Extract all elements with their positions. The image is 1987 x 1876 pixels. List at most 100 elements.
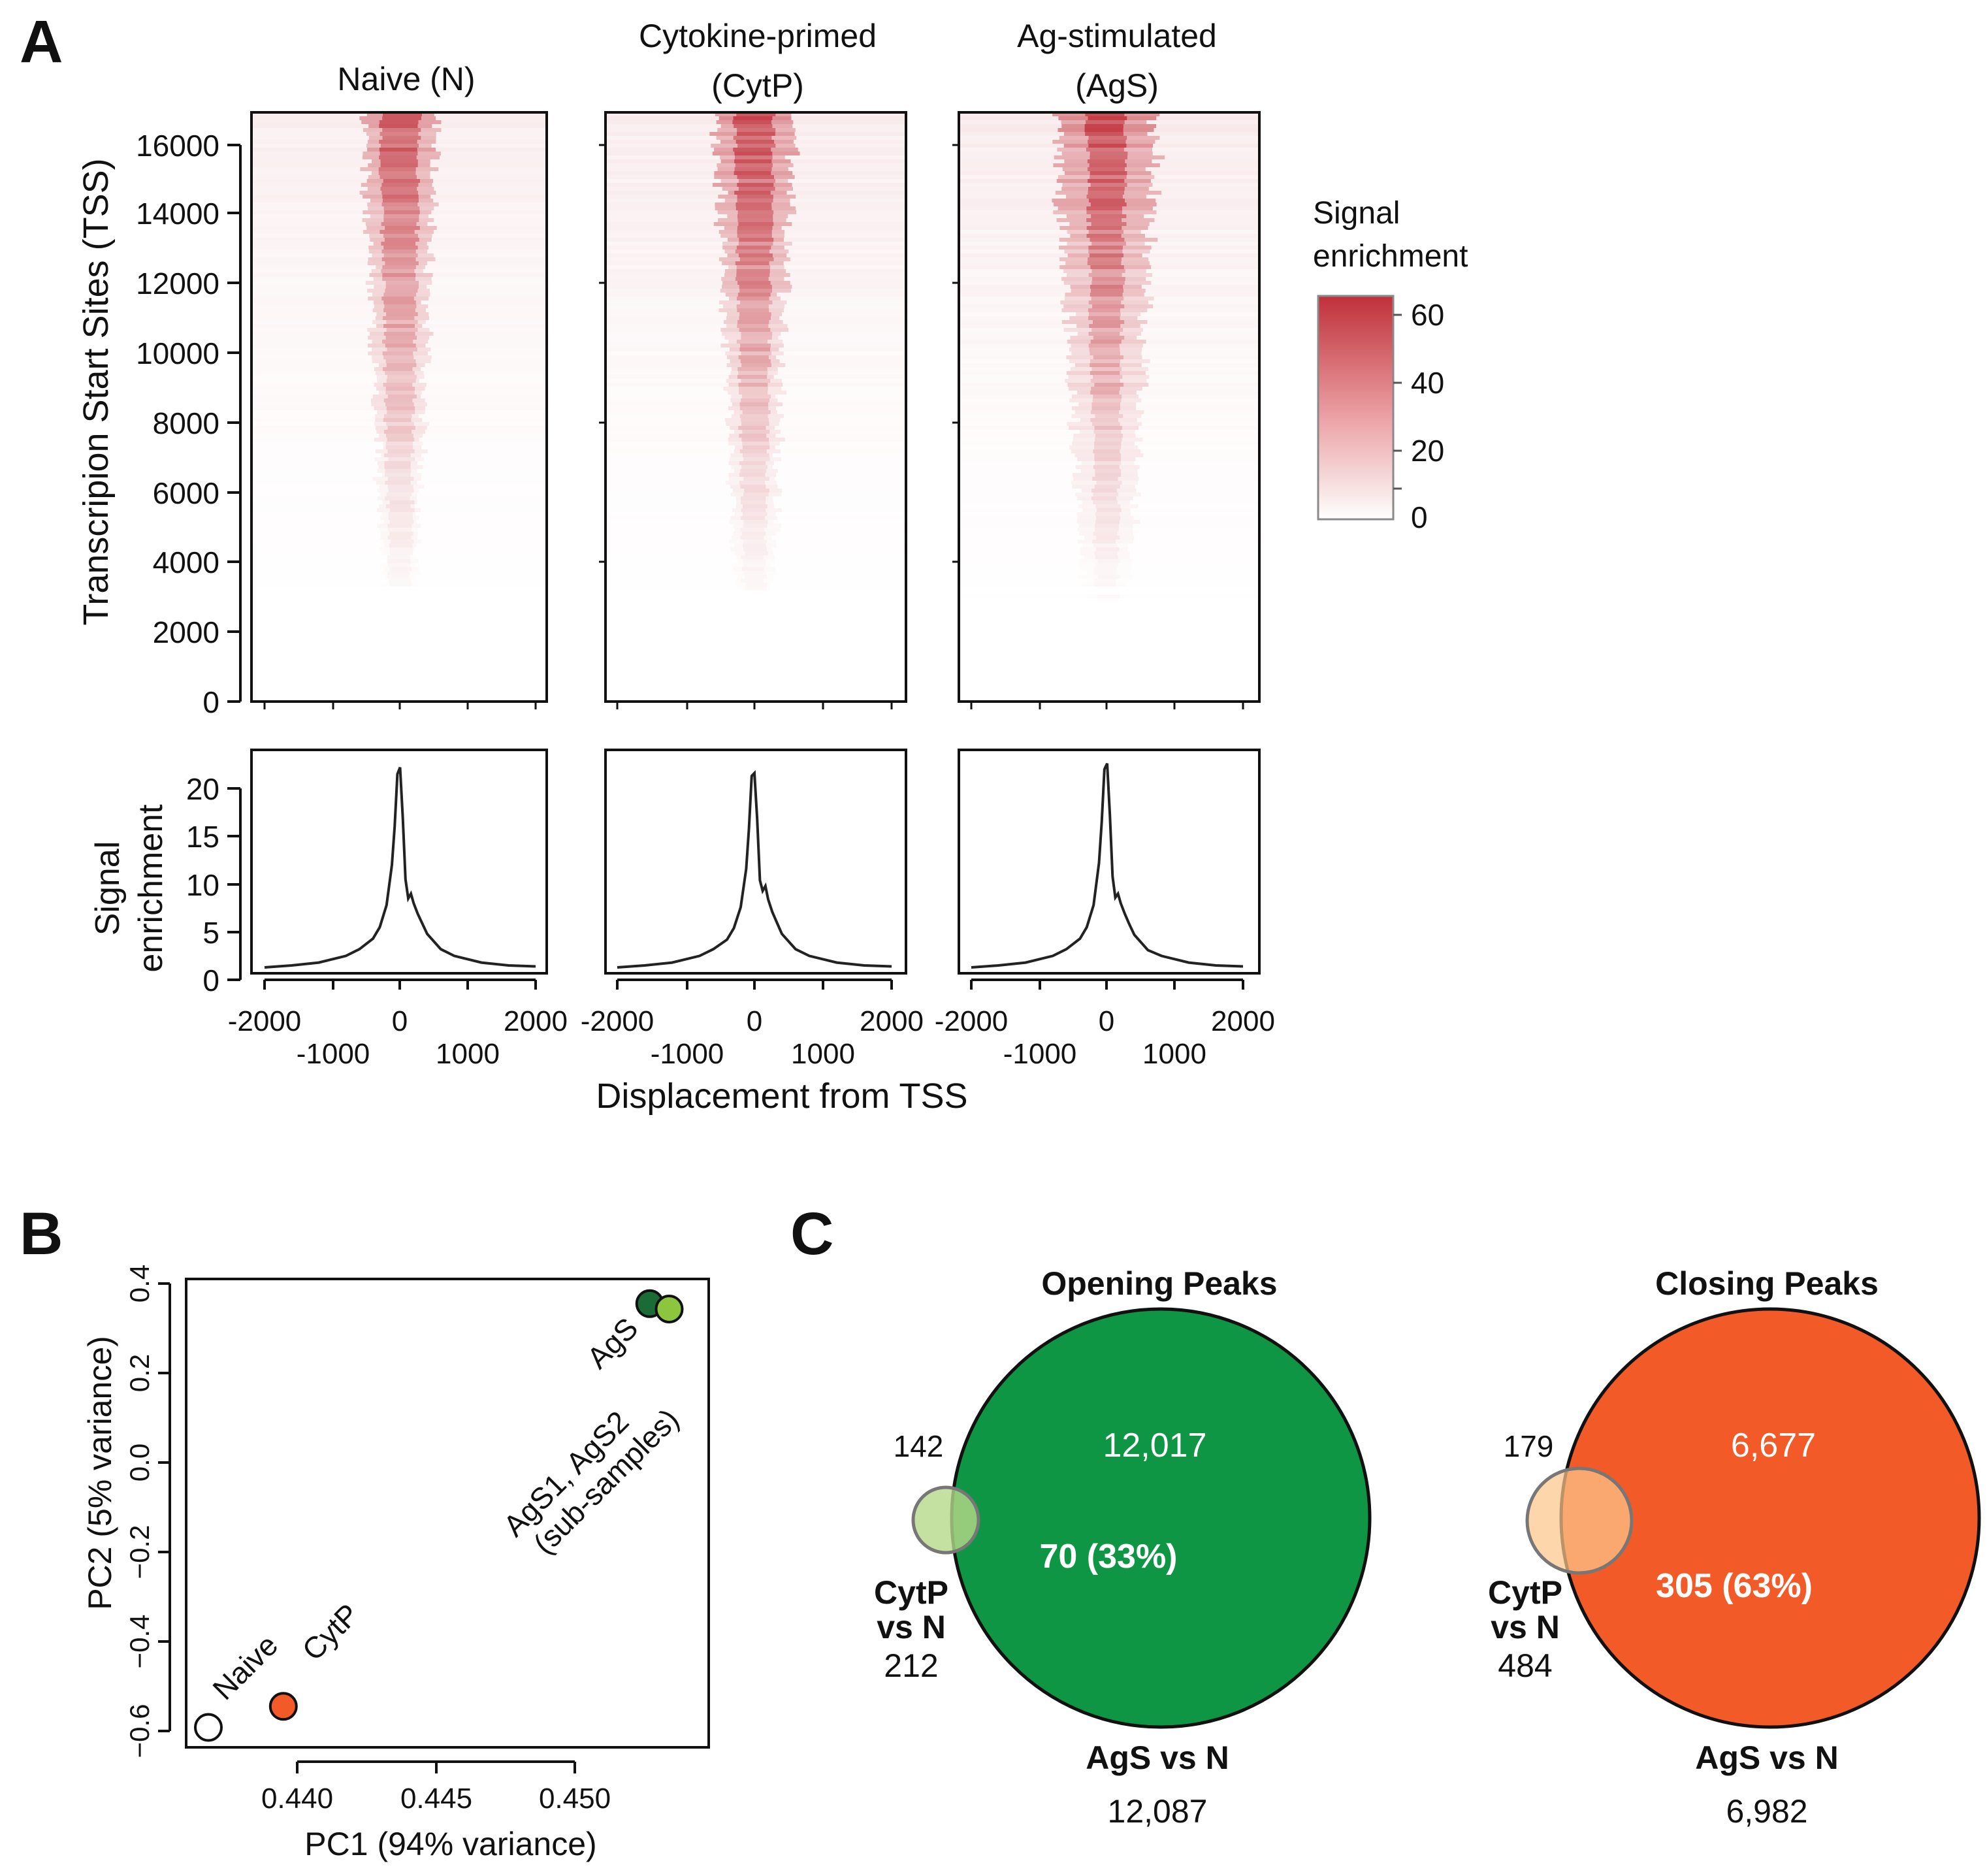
heatmap-row-core: [381, 222, 417, 226]
heatmap-row-peak: [724, 269, 786, 273]
heatmap-row-band: [960, 175, 1258, 179]
heatmap-row-core: [739, 391, 768, 395]
heatmap-row-core: [380, 152, 418, 155]
heatmap-row-peak: [1082, 500, 1131, 504]
heatmap-row-band: [253, 273, 545, 277]
heatmap-row-band: [253, 265, 545, 269]
heatmap-row-core: [383, 383, 413, 387]
heatmap-row-peak: [377, 489, 419, 493]
heatmap-row-band: [607, 214, 905, 218]
venn-closing-small-only: 179: [1504, 1429, 1554, 1463]
heatmap-row-core: [1090, 155, 1127, 159]
heatmap-row-peak: [728, 438, 785, 442]
heatmap-row-band: [607, 273, 905, 277]
heatmap-row-core: [388, 571, 410, 575]
heatmap-row-band: [253, 234, 545, 238]
heatmap-row-core: [382, 195, 419, 199]
heatmap-row-core: [736, 269, 770, 273]
heatmap-row-peak: [723, 320, 783, 324]
panel-label-c: C: [790, 1201, 833, 1267]
heatmap-row-peak: [730, 348, 779, 351]
heatmap-row-core: [1092, 398, 1122, 402]
heatmap-row-core: [388, 563, 411, 567]
heatmap-row-core: [385, 445, 413, 449]
heatmap-row-peak: [373, 277, 432, 281]
heatmap-row-core: [380, 144, 419, 148]
heatmap-row-core: [1090, 202, 1127, 206]
heatmap-row-core: [1093, 355, 1123, 359]
heatmap-row-peak: [1070, 367, 1148, 371]
heatmap-row-band: [253, 324, 545, 328]
heatmap-row-peak: [722, 332, 781, 336]
heatmap-row-peak: [1065, 379, 1147, 383]
heatmap-row-core: [385, 469, 412, 473]
heatmap-row-core: [1091, 496, 1117, 500]
heatmap-row-peak: [367, 202, 439, 206]
heatmap-row-core: [1094, 453, 1121, 457]
heatmap-row-peak: [375, 449, 428, 453]
heatmap-row-core: [735, 277, 769, 281]
heatmap-row-core: [737, 214, 773, 218]
pca-ytick-04: 0.4: [124, 1265, 155, 1302]
heatmap-row-core: [387, 395, 417, 398]
heatmap-row-core: [737, 128, 776, 132]
heatmap-row-peak: [1076, 312, 1141, 316]
heatmap-row-core: [740, 300, 773, 304]
heatmap-row-core: [1092, 304, 1125, 308]
heatmap-row-core: [1091, 387, 1120, 391]
heatmap-row-core: [743, 520, 768, 524]
heatmap-row-core: [739, 289, 773, 293]
heatmap-row-core: [1095, 512, 1120, 516]
heatmap-row-core: [1095, 520, 1120, 524]
heatmap-row-core: [388, 489, 414, 493]
heatmap-row-peak: [368, 351, 428, 355]
profile-y-label-1: Signal: [89, 841, 127, 936]
heatmap-row-core: [1089, 163, 1127, 167]
heatmap-row-peak: [1068, 375, 1150, 379]
heatmap-row-peak: [724, 250, 789, 253]
heatmap-row-core: [378, 167, 416, 171]
heatmap-row-peak: [1063, 328, 1143, 332]
heatmap-row-peak: [723, 387, 782, 391]
heatmap-row-core: [1094, 383, 1124, 387]
heatmap-row-core: [745, 587, 767, 590]
heatmap-row-core: [390, 583, 412, 587]
heatmap-row-band: [960, 277, 1258, 281]
heatmap-row-core: [742, 410, 771, 414]
heatmap-rows-naive: [253, 112, 545, 587]
heatmap-row-core: [384, 430, 412, 434]
heatmap-row-peak: [1081, 461, 1135, 465]
heatmap-row-peak: [731, 395, 775, 398]
heatmap-row-core: [389, 520, 414, 524]
heatmap-row-core: [738, 383, 768, 387]
heatmap-row-band: [607, 230, 905, 234]
heatmap-row-peak: [372, 355, 432, 359]
heatmap-row-peak: [733, 489, 783, 493]
heatmap-row-core: [383, 308, 415, 312]
heatmap-row-peak: [1063, 269, 1146, 273]
heatmap-row-core: [386, 320, 418, 324]
heatmap-row-peak: [730, 371, 778, 375]
heatmap-row-peak: [1067, 273, 1153, 277]
profile-line-cytp: [617, 769, 892, 969]
heatmap-row-core: [378, 171, 416, 175]
heatmap-row-core: [1093, 465, 1120, 469]
heatmap-row-core: [741, 418, 769, 422]
heatmap-y-axis: 0 2000 4000 6000 8000 10000 12000 14000 …: [76, 129, 242, 719]
heatmap-row-core: [741, 422, 769, 426]
heatmap-row-core: [1098, 594, 1120, 598]
heatmap-row-core: [742, 430, 770, 434]
heatmap-row-core: [385, 473, 411, 477]
heatmap-row-band: [960, 289, 1258, 293]
heatmap-shared-ticks: [263, 144, 1244, 709]
heatmap-row-peak: [369, 234, 432, 238]
heatmap-row-peak: [376, 387, 425, 391]
heatmap-row-peak: [1069, 445, 1138, 449]
heatmap-row-core: [1084, 124, 1123, 128]
heatmap-row-peak: [372, 253, 434, 257]
heatmap-row-peak: [374, 438, 419, 442]
heatmap-row-peak: [1072, 485, 1135, 489]
heatmap-row-peak: [734, 410, 777, 414]
heatmap-row-core: [387, 536, 412, 540]
xtick-n-neg1000: -1000: [297, 1038, 370, 1070]
